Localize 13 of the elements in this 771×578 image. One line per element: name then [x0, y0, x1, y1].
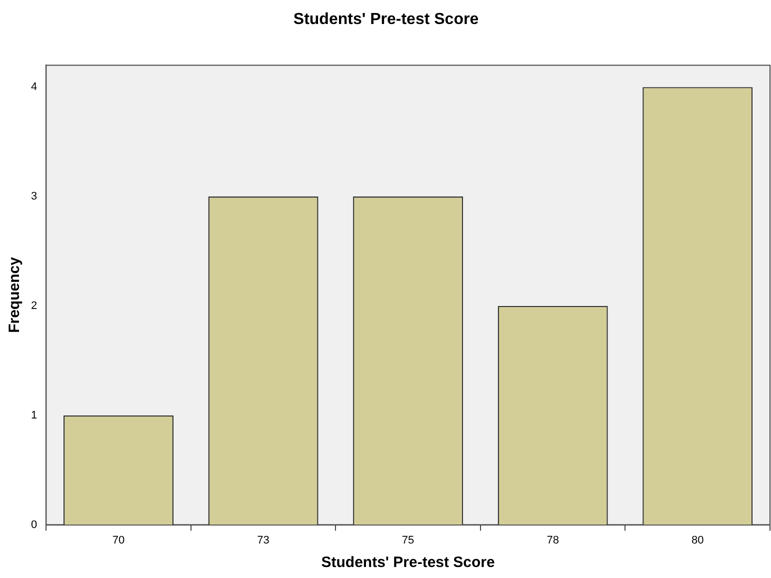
x-tick-label: 70	[112, 534, 125, 546]
x-axis-title: Students' Pre-test Score	[321, 554, 495, 572]
x-tick-label: 80	[691, 534, 704, 546]
y-tick-label: 0	[30, 518, 38, 531]
x-tick-label: 78	[546, 534, 559, 546]
x-tick-label: 75	[402, 534, 414, 546]
y-tick-label: 2	[30, 300, 38, 312]
y-axis-title: Frequency	[6, 256, 24, 333]
y-tick-label: 4	[30, 81, 38, 94]
y-tick-label: 1	[30, 409, 38, 422]
y-tick-label: 3	[30, 190, 38, 203]
x-tick-label: 73	[257, 534, 270, 546]
chart-title: Students' Pre-test Score	[293, 11, 479, 28]
